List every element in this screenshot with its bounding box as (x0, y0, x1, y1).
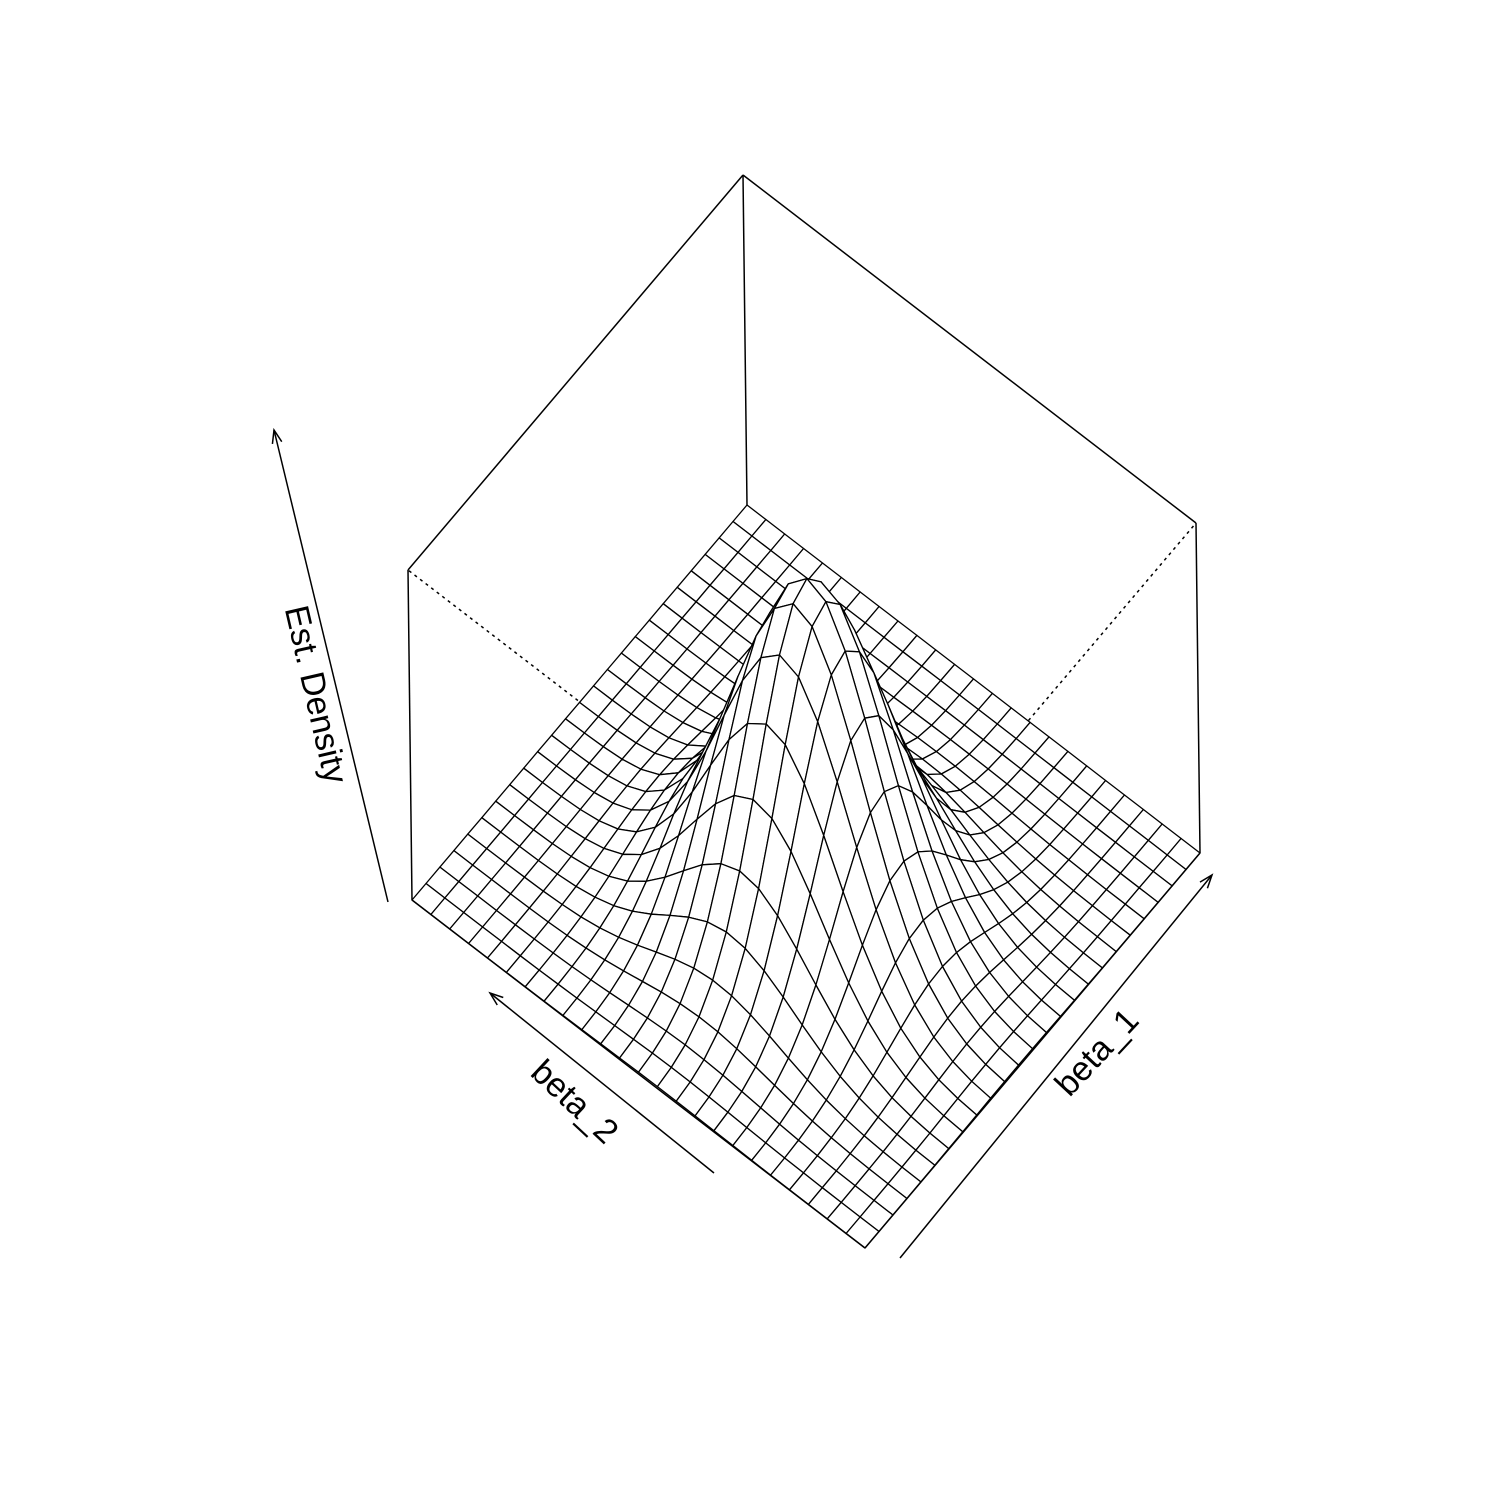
axis-arrows (271, 427, 1214, 1259)
box-edge-top-left (407, 174, 744, 571)
box-edge-top-right (742, 174, 1197, 524)
hidden-edge-top-v (407, 569, 862, 919)
box-edge-right-vertical (1195, 522, 1201, 854)
z-axis-arrow-head (271, 427, 283, 444)
x-axis-arrow-head (1199, 873, 1214, 889)
box-edge-left-vertical (407, 569, 413, 901)
x-axis-arrow (899, 874, 1213, 1259)
box-edge-bottom-right (864, 852, 1201, 1249)
z-axis-label: Est. Density (277, 602, 355, 787)
box-edge-back-vertical (742, 174, 748, 506)
box-visible-edges (407, 174, 1201, 1249)
box-edge-bottom-left (411, 899, 866, 1249)
y-axis-label: beta_2 (524, 1053, 626, 1152)
y-axis-arrow-head (488, 991, 504, 1006)
surface-mesh (411, 504, 1201, 1249)
y-axis-arrow (489, 992, 715, 1174)
z-axis-arrow (273, 429, 389, 903)
